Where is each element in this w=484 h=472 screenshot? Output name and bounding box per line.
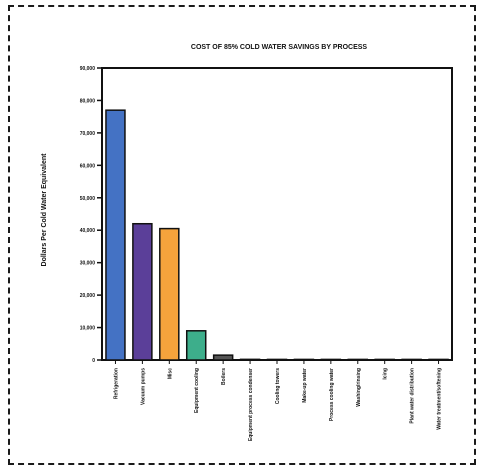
bar <box>428 358 449 361</box>
chart-title: COST OF 85% COLD WATER SAVINGS BY PROCES… <box>191 44 368 51</box>
chart-frame <box>8 5 476 465</box>
y-axis-label: Dollars Per Cold Water Equivalent <box>41 153 48 267</box>
y-tick-label: 20,000 <box>80 293 96 299</box>
x-tick-label: Equipment process condenser <box>248 368 254 441</box>
bar <box>320 358 342 361</box>
x-tick-label: Equipment cooling <box>194 368 200 413</box>
y-tick-label: 60,000 <box>80 163 96 169</box>
bar <box>374 358 395 361</box>
y-tick-label: 30,000 <box>80 261 96 267</box>
y-tick-label: 0 <box>92 358 95 364</box>
y-tick-label: 90,000 <box>80 66 96 72</box>
x-tick-label: Misc <box>167 368 173 379</box>
bar <box>105 109 126 361</box>
x-tick-label: Cooling towers <box>275 368 281 404</box>
x-tick-label: Make-up water <box>302 368 308 403</box>
x-tick-label: Process cooling water <box>329 368 335 421</box>
bar <box>239 358 261 361</box>
bar <box>401 358 422 361</box>
plot-border <box>101 67 453 361</box>
bar <box>159 227 180 361</box>
y-tick-label: 80,000 <box>80 98 96 104</box>
x-tick-label: Refrigeration <box>113 368 119 399</box>
x-tick-label: Water treatment/softening <box>437 368 443 430</box>
y-tick-label: 70,000 <box>80 131 96 137</box>
bar <box>293 358 315 361</box>
x-tick-label: Boilers <box>221 368 227 385</box>
y-tick-label: 40,000 <box>80 228 96 234</box>
y-tick-label: 50,000 <box>80 196 96 202</box>
bar <box>185 330 207 361</box>
x-tick-label: Vacuum pumps <box>140 368 146 405</box>
y-tick-label: 10,000 <box>80 326 96 332</box>
bar <box>212 354 234 361</box>
x-tick-label: Plant water distribution <box>410 368 416 424</box>
bar <box>266 358 288 361</box>
x-tick-label: Icing <box>383 368 389 380</box>
plot-area: 0 10,000 20,000 30,000 40,000 50,000 60,000 70,… <box>80 66 453 441</box>
bar <box>132 222 153 361</box>
bar <box>347 358 369 361</box>
x-tick-label: Washing/rinsing <box>356 368 362 407</box>
